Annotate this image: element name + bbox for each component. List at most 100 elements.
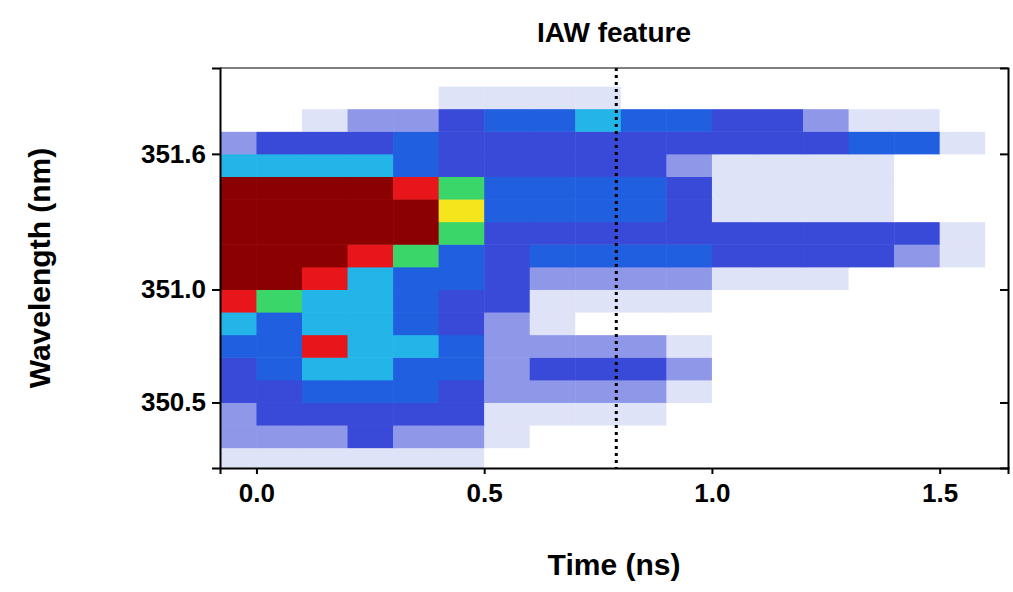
heat-cell: [940, 312, 986, 335]
heat-cell: [712, 267, 758, 290]
heat-cell: [575, 154, 621, 177]
heat-cell: [985, 244, 1008, 267]
heat-cell: [393, 267, 439, 290]
heat-cell: [985, 68, 1008, 87]
heat-cell: [940, 289, 986, 312]
heat-cell: [393, 176, 439, 199]
heat-cell: [621, 199, 667, 222]
heat-cell: [484, 109, 530, 132]
heat-cell: [621, 222, 667, 245]
heat-cell: [894, 402, 940, 425]
heat-cell: [530, 289, 576, 312]
heat-cell: [894, 357, 940, 380]
heat-cell: [849, 244, 895, 267]
heat-cell: [621, 109, 667, 132]
heat-cell: [757, 267, 803, 290]
heat-cell: [348, 402, 394, 425]
heat-cell: [803, 154, 849, 177]
heat-cell: [666, 425, 712, 448]
heat-cell: [220, 199, 257, 222]
heat-cell: [712, 109, 758, 132]
heat-cell: [985, 267, 1008, 290]
heat-cell: [757, 289, 803, 312]
heat-cell: [712, 425, 758, 448]
heat-cell: [940, 109, 986, 132]
heat-cell: [256, 222, 302, 245]
heat-cell: [985, 402, 1008, 425]
heat-cell: [220, 357, 257, 380]
heat-cell: [757, 109, 803, 132]
heat-cell: [666, 244, 712, 267]
x-axis: 0.00.51.01.5: [221, 468, 1009, 508]
heat-cell: [575, 312, 621, 335]
heat-cell: [849, 131, 895, 154]
plot-area: [220, 68, 1008, 468]
heat-cell: [439, 335, 485, 358]
heat-cell: [302, 357, 348, 380]
heat-cell: [484, 289, 530, 312]
heat-cell: [666, 154, 712, 177]
heat-cell: [757, 448, 803, 468]
heat-cell: [621, 402, 667, 425]
heat-cell: [220, 68, 257, 87]
heat-cell: [530, 109, 576, 132]
heat-cell: [621, 448, 667, 468]
heat-cell: [220, 244, 257, 267]
heat-cell: [894, 312, 940, 335]
heat-cell: [712, 199, 758, 222]
heat-cell: [256, 289, 302, 312]
tick-label: 350.5: [141, 387, 206, 417]
heat-cell: [302, 68, 348, 87]
heat-cell: [575, 68, 621, 87]
heat-cell: [894, 425, 940, 448]
heat-cell: [575, 244, 621, 267]
heat-cell: [894, 109, 940, 132]
tick: 1.5: [922, 468, 958, 508]
heat-cell: [393, 199, 439, 222]
heat-cell: [348, 335, 394, 358]
heat-cell: [348, 131, 394, 154]
heat-cell: [666, 86, 712, 109]
heat-cell: [894, 267, 940, 290]
heat-cell: [894, 86, 940, 109]
heat-cell: [393, 86, 439, 109]
tick-mark: [1000, 402, 1008, 404]
tick-label: 0.0: [239, 478, 275, 508]
axis-line: [212, 69, 221, 469]
heat-cell: [666, 335, 712, 358]
heat-cell: [985, 176, 1008, 199]
heat-cell: [712, 176, 758, 199]
heat-cell: [302, 222, 348, 245]
heat-cell: [849, 68, 895, 87]
heat-cell: [757, 312, 803, 335]
heat-cell: [348, 199, 394, 222]
heat-cell: [302, 154, 348, 177]
heat-cell: [757, 68, 803, 87]
heat-cell: [803, 244, 849, 267]
heat-cell: [575, 86, 621, 109]
axis-line: [221, 469, 1009, 475]
heat-cell: [666, 289, 712, 312]
heat-cell: [220, 131, 257, 154]
heat-cell: [803, 312, 849, 335]
heat-cell: [666, 402, 712, 425]
heat-cell: [621, 244, 667, 267]
tick-mark: [212, 402, 220, 404]
heat-cell: [256, 244, 302, 267]
heat-cell: [894, 68, 940, 87]
heat-cell: [621, 267, 667, 290]
heat-cell: [712, 289, 758, 312]
heat-cell: [302, 448, 348, 468]
heat-cell: [621, 289, 667, 312]
tick-label: 351.6: [141, 139, 206, 169]
heat-cell: [530, 199, 576, 222]
heat-cell: [757, 244, 803, 267]
heat-cell: [712, 68, 758, 87]
heat-cell: [439, 289, 485, 312]
heat-cell: [256, 154, 302, 177]
heat-cell: [894, 335, 940, 358]
heat-cell: [393, 448, 439, 468]
heat-cell: [530, 68, 576, 87]
heat-cell: [220, 109, 257, 132]
heat-cell: [439, 244, 485, 267]
